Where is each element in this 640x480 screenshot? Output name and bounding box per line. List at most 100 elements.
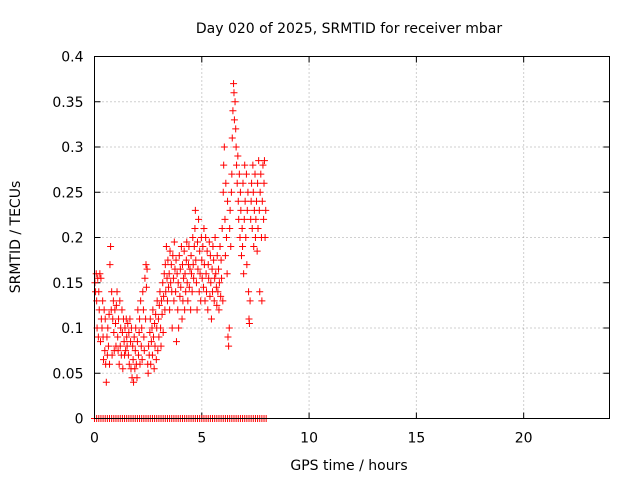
data-point-marker (243, 206, 251, 214)
data-point-marker (152, 356, 160, 364)
data-point-marker (211, 234, 219, 241)
data-point-marker (239, 179, 247, 187)
data-point-marker (196, 270, 204, 278)
data-point-marker (187, 270, 195, 278)
data-point-marker (119, 365, 127, 373)
data-point-marker (259, 161, 267, 169)
data-point-marker (203, 288, 211, 296)
data-point-marker (216, 243, 224, 251)
data-point-marker (157, 324, 165, 332)
data-point-marker (194, 238, 201, 246)
data-point-marker (231, 98, 239, 106)
data-point-marker (219, 188, 227, 196)
data-point-marker (228, 134, 236, 142)
data-point-marker (213, 301, 221, 309)
data-point-marker (108, 351, 116, 359)
data-point-marker (106, 360, 114, 368)
x-tick-label: 0 (90, 431, 99, 447)
data-point-marker (159, 329, 167, 337)
data-point-marker (254, 224, 262, 232)
data-point-marker (214, 288, 222, 296)
data-point-marker (199, 243, 207, 251)
data-point-marker (188, 288, 196, 296)
data-point-marker (249, 161, 257, 169)
data-point-marker (215, 265, 223, 273)
y-tick-label: 0.2 (61, 231, 83, 247)
data-point-marker (204, 306, 212, 314)
data-point-marker (141, 274, 149, 282)
data-point-marker (227, 243, 235, 251)
data-point-marker (202, 270, 210, 278)
data-point-marker (107, 243, 115, 251)
data-point-marker (148, 351, 156, 359)
data-point-marker (146, 329, 154, 337)
data-point-marker (144, 369, 152, 377)
data-point-marker (174, 279, 182, 287)
x-tick-label: 15 (407, 431, 425, 447)
data-point-marker (151, 342, 159, 350)
data-point-marker (186, 265, 194, 273)
data-point-marker (193, 306, 201, 314)
data-point-marker (163, 297, 171, 305)
data-point-marker (218, 224, 226, 232)
data-point-marker (258, 297, 266, 305)
data-point-marker (230, 116, 238, 124)
data-point-marker (207, 279, 215, 287)
data-point-marker (242, 170, 250, 178)
data-point-marker (239, 243, 247, 251)
data-point-marker (129, 356, 137, 364)
data-point-marker (114, 333, 122, 341)
y-axis-label: SRMTID / TECUs (8, 181, 24, 294)
data-point-marker (248, 179, 256, 187)
data-point-marker (200, 283, 208, 291)
data-point-marker (167, 279, 175, 287)
data-point-marker (176, 265, 184, 273)
data-point-marker (175, 252, 183, 260)
data-point-marker (224, 197, 232, 205)
data-point-marker (204, 261, 212, 269)
data-point-marker (152, 310, 160, 318)
data-point-marker (170, 238, 178, 246)
data-point-marker (135, 329, 143, 337)
data-point-marker (241, 197, 249, 205)
data-point-marker (130, 378, 138, 386)
data-point-marker (255, 206, 263, 214)
data-point-marker (219, 297, 227, 305)
data-point-marker (118, 306, 126, 314)
data-point-marker (181, 270, 189, 278)
chart-title: Day 020 of 2025, SRMTID for receiver mba… (196, 21, 503, 37)
data-point-marker (260, 215, 268, 223)
data-point-marker (181, 306, 189, 314)
y-tick-label: 0.05 (52, 366, 83, 382)
data-point-marker (224, 333, 232, 341)
data-point-marker (123, 333, 131, 341)
data-point-marker (173, 270, 181, 278)
data-point-marker (155, 301, 163, 309)
data-point-marker (211, 274, 219, 282)
y-tick-label: 0.25 (52, 185, 83, 201)
data-point-marker (142, 261, 150, 269)
data-point-marker (191, 206, 199, 214)
data-point-marker (195, 288, 203, 296)
data-point-marker (120, 338, 128, 346)
data-point-marker (164, 256, 172, 264)
data-point-marker (252, 215, 260, 223)
data-point-marker (245, 319, 253, 327)
x-tick-label: 10 (300, 431, 318, 447)
data-point-marker (229, 107, 237, 115)
data-point-marker (210, 256, 218, 264)
data-point-marker (225, 342, 233, 350)
y-tick-label: 0.35 (52, 95, 83, 111)
grid-layer (94, 56, 610, 419)
data-point-marker (159, 279, 167, 287)
data-point-marker (166, 247, 174, 255)
data-point-marker (100, 306, 108, 314)
y-tick-label: 0.1 (61, 321, 83, 337)
data-point-marker (238, 224, 246, 232)
data-point-marker (192, 256, 200, 264)
data-point-marker (176, 292, 184, 300)
data-point-marker (169, 252, 177, 260)
data-point-marker (250, 243, 258, 251)
data-point-marker (163, 274, 171, 282)
data-point-marker (203, 247, 211, 255)
